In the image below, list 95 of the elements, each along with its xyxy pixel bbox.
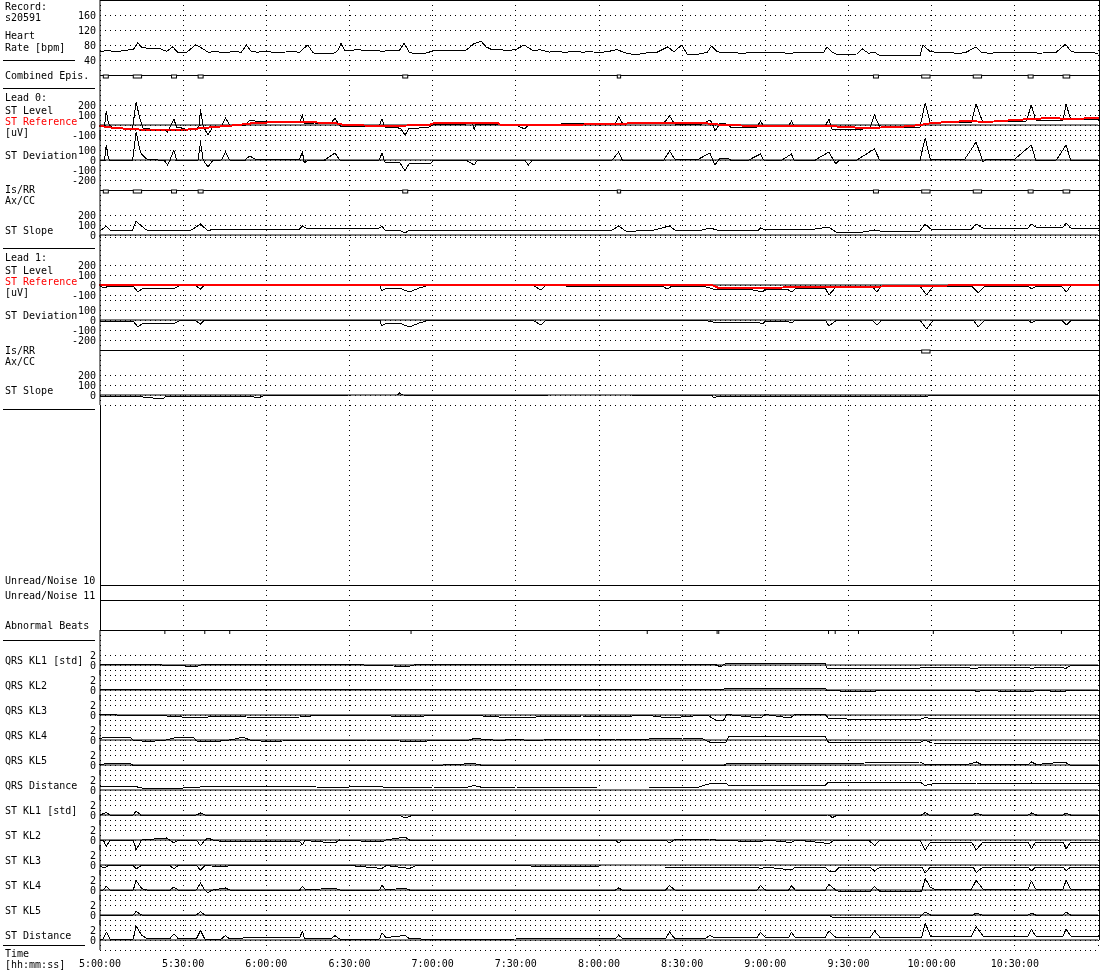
y-tick-label: 2 <box>89 824 96 836</box>
y-axis-title: ST Deviation <box>5 310 78 322</box>
x-tick-label: 7:30:00 <box>494 958 537 970</box>
x-tick-label: 5:30:00 <box>162 958 205 970</box>
text: Unread/Noise 10 <box>5 575 96 587</box>
x-tick-label: 10:00:00 <box>907 958 956 970</box>
x-tick-label: 8:00:00 <box>577 958 621 970</box>
y-axis-title: QRS KL5 <box>5 755 48 767</box>
y-axis-title: QRS KL3 <box>5 705 48 717</box>
y-tick-label: -100 <box>71 289 96 301</box>
y-tick-label: 2 <box>89 649 96 661</box>
y-tick-label: 0 <box>89 809 96 821</box>
text: Record: s20591 <box>5 0 49 23</box>
y-tick-label: -200 <box>71 334 96 346</box>
y-tick-label: 100 <box>77 109 96 121</box>
y-tick-label: 0 <box>89 859 96 871</box>
y-tick-label: 40 <box>83 54 96 66</box>
y-tick-label: 0 <box>89 684 96 696</box>
y-tick-label: 0 <box>89 834 96 846</box>
text: ST Reference <box>5 116 78 128</box>
y-axis-title: ST KL4 <box>5 880 42 892</box>
y-tick-label: 100 <box>77 269 96 281</box>
text: Is/RR Ax/CC <box>5 344 37 368</box>
text: Combined Epis. <box>5 70 90 82</box>
text: ST Reference <box>5 275 78 288</box>
y-tick-label: 0 <box>89 709 96 721</box>
y-tick-label: 0 <box>89 279 96 291</box>
y-tick-label: -200 <box>71 174 96 186</box>
y-axis-title: ST Slope <box>5 385 54 397</box>
y-tick-label: 0 <box>89 119 96 131</box>
y-tick-label: -100 <box>71 324 96 336</box>
x-tick-label: 5:00:00 <box>78 958 122 970</box>
x-tick-label: 10:30:00 <box>990 958 1039 970</box>
y-axis-title: Heart Rate [bpm] <box>5 30 66 53</box>
y-tick-label: 2 <box>89 874 96 886</box>
y-tick-label: 100 <box>77 304 96 316</box>
y-tick-label: 0 <box>89 884 96 896</box>
y-axis-title: [uV] <box>5 127 30 139</box>
y-tick-label: 2 <box>89 699 96 711</box>
y-tick-label: 200 <box>77 99 96 111</box>
y-axis-title: ST Deviation <box>5 150 78 162</box>
y-axis-title: QRS KL4 <box>5 730 48 742</box>
y-tick-label: 2 <box>89 849 96 861</box>
y-tick-label: 0 <box>89 734 96 746</box>
y-axis-title: [uV] <box>5 286 30 298</box>
text: Abnormal Beats <box>5 620 90 632</box>
y-axis-title: ST KL1 [std] <box>5 805 78 817</box>
x-tick-label: 6:30:00 <box>328 958 371 970</box>
y-tick-label: 200 <box>77 259 96 271</box>
text: ST Level <box>5 264 54 276</box>
y-tick-label: 100 <box>77 219 96 231</box>
y-tick-label: 0 <box>89 759 96 771</box>
y-tick-label: -100 <box>71 129 96 141</box>
y-tick-label: 200 <box>77 209 96 221</box>
x-tick-label: 6:00:00 <box>245 958 288 970</box>
y-axis-title: ST KL5 <box>5 905 42 917</box>
y-tick-label: 0 <box>89 934 96 946</box>
y-axis-title: ST KL3 <box>5 855 42 867</box>
y-axis-title: ST KL2 <box>5 830 42 842</box>
y-tick-label: 160 <box>77 9 96 21</box>
y-axis-title: QRS KL1 [std] <box>5 655 84 667</box>
y-tick-label: 120 <box>77 24 96 36</box>
y-tick-label: 0 <box>89 909 96 921</box>
y-axis-title: QRS Distance <box>5 780 78 792</box>
y-tick-label: 0 <box>89 154 96 166</box>
text: Lead 0: <box>5 92 48 104</box>
y-tick-label: 2 <box>89 674 96 686</box>
x-tick-label: 9:00:00 <box>744 958 787 970</box>
y-axis-title: ST Slope <box>5 225 54 237</box>
y-tick-label: 80 <box>83 39 96 51</box>
x-tick-label: 9:30:00 <box>827 958 870 970</box>
text: Is/RR Ax/CC <box>5 184 37 207</box>
y-tick-label: 2 <box>89 924 96 936</box>
y-tick-label: 2 <box>89 724 96 736</box>
text: Lead 1: <box>5 251 48 263</box>
text: Unread/Noise 11 <box>5 590 96 602</box>
y-tick-label: 100 <box>77 379 96 391</box>
x-axis-title: Time [hh:mm:ss] <box>5 948 67 970</box>
y-tick-label: 200 <box>77 369 96 381</box>
y-tick-label: 0 <box>89 229 96 241</box>
x-tick-label: 8:30:00 <box>661 958 704 970</box>
y-axis-title: ST Distance <box>5 930 72 942</box>
y-axis-title: QRS KL2 <box>5 680 48 692</box>
y-tick-label: -100 <box>71 164 96 176</box>
y-tick-label: 2 <box>89 774 96 786</box>
text: ST Level <box>5 105 54 117</box>
y-tick-label: 100 <box>77 144 96 156</box>
y-tick-label: 0 <box>89 314 96 326</box>
y-tick-label: 2 <box>89 749 96 761</box>
y-tick-label: 2 <box>89 899 96 911</box>
x-tick-label: 7:00:00 <box>411 958 454 970</box>
y-tick-label: 0 <box>89 784 96 796</box>
y-tick-label: 2 <box>89 799 96 811</box>
y-tick-label: 0 <box>89 389 96 401</box>
y-tick-label: 0 <box>89 659 96 671</box>
